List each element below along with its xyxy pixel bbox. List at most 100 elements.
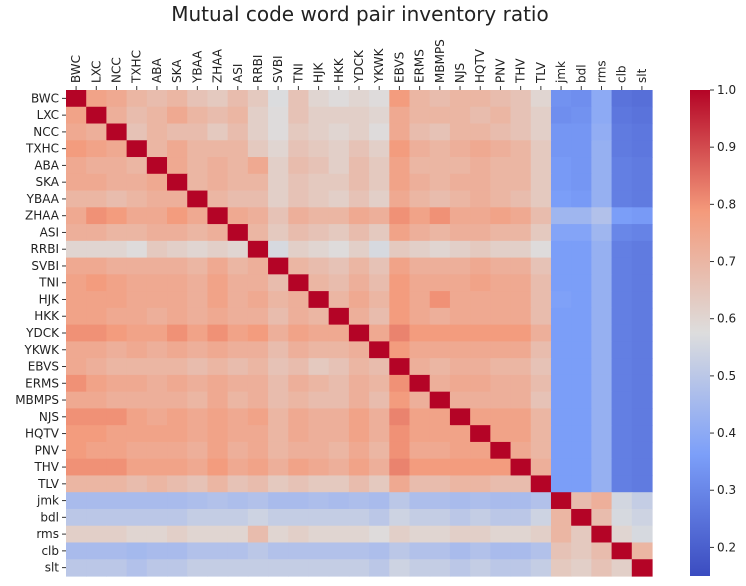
heatmap-cell	[490, 358, 512, 376]
heatmap-cell	[369, 140, 390, 158]
heatmap-cell	[207, 341, 229, 359]
heatmap-cell	[207, 408, 229, 426]
heatmap-cell	[187, 324, 209, 342]
heatmap-cell	[86, 458, 108, 477]
heatmap-cell	[288, 123, 310, 141]
heatmap-cell	[247, 140, 269, 158]
heatmap-cell	[308, 458, 330, 477]
heatmap-cell	[429, 274, 451, 292]
heatmap-cell	[167, 140, 188, 158]
heatmap-cell	[591, 257, 613, 275]
heatmap-cell	[611, 291, 633, 309]
heatmap-cell	[146, 123, 168, 141]
heatmap-cell	[328, 173, 350, 192]
heatmap-cell	[187, 106, 209, 125]
heatmap-cell	[167, 492, 188, 510]
heatmap-cell	[247, 341, 269, 359]
heatmap-cell	[268, 274, 289, 292]
heatmap-cell	[86, 257, 108, 275]
heatmap-cell	[167, 307, 188, 326]
heatmap-cell	[308, 240, 330, 259]
heatmap-cell	[328, 190, 350, 208]
heatmap-cell	[207, 525, 229, 544]
heatmap-cell	[146, 307, 168, 326]
heatmap-cell	[126, 90, 148, 108]
heatmap-cell	[328, 274, 350, 292]
heatmap-cell	[106, 90, 128, 108]
heatmap-cell	[308, 374, 330, 393]
heatmap-cell	[510, 358, 532, 376]
heatmap-cell	[409, 542, 431, 560]
heatmap-cell	[348, 475, 370, 493]
heatmap-cell	[490, 525, 512, 544]
heatmap-cell	[429, 207, 451, 225]
heatmap-cell	[126, 190, 148, 208]
heatmap-cell	[389, 525, 411, 544]
heatmap-cell	[591, 391, 613, 410]
heatmap-cell	[550, 90, 572, 108]
heatmap-cell	[187, 408, 209, 426]
heatmap-cell	[126, 441, 148, 460]
heatmap-cell	[146, 157, 168, 175]
heatmap-cell	[227, 324, 249, 342]
heatmap-cell	[571, 224, 592, 242]
heatmap-cell	[146, 257, 168, 275]
colorbar-tick-label: 0.8	[717, 197, 736, 211]
heatmap-cell	[550, 341, 572, 359]
heatmap-cell	[631, 458, 653, 477]
heatmap-cell	[106, 307, 128, 326]
heatmap-cell	[550, 408, 572, 426]
heatmap-cell	[429, 240, 451, 259]
heatmap-cell	[86, 374, 108, 393]
heatmap-cell	[490, 441, 512, 460]
heatmap-cell	[429, 157, 451, 175]
x-tick-label: MBMPS	[433, 39, 447, 83]
heatmap-cell	[571, 240, 592, 259]
heatmap-cell	[106, 274, 128, 292]
heatmap-cell	[146, 425, 168, 443]
heatmap-cell	[449, 425, 471, 443]
heatmap-cell	[106, 525, 128, 544]
heatmap-cell	[550, 140, 572, 158]
heatmap-cell	[369, 559, 390, 577]
heatmap-cell	[409, 207, 431, 225]
heatmap-cell	[571, 173, 592, 192]
heatmap-cell	[167, 274, 188, 292]
heatmap-cell	[510, 475, 532, 493]
heatmap-cell	[429, 425, 451, 443]
heatmap-cell	[328, 408, 350, 426]
heatmap-cell	[530, 90, 552, 108]
heatmap-cell	[611, 374, 633, 393]
heatmap-cell	[449, 123, 471, 141]
heatmap-cell	[409, 492, 431, 510]
heatmap-cell	[167, 408, 188, 426]
heatmap-cell	[631, 123, 653, 141]
heatmap-cell	[490, 224, 512, 242]
heatmap-cell	[409, 559, 431, 577]
x-tick-label: TNI	[291, 63, 305, 84]
heatmap-cell	[591, 291, 613, 309]
heatmap-cell	[227, 525, 249, 544]
heatmap-cell	[207, 441, 229, 460]
heatmap-cell	[611, 157, 633, 175]
heatmap-cell	[571, 425, 592, 443]
heatmap-cell	[611, 240, 633, 259]
y-tick-label: EBVS	[28, 360, 59, 374]
x-tick-label: YKWK	[372, 47, 386, 84]
heatmap-cell	[66, 475, 87, 493]
heatmap-cell	[288, 508, 310, 527]
heatmap-cell	[167, 224, 188, 242]
heatmap-cell	[288, 358, 310, 376]
heatmap-cell	[631, 559, 653, 577]
heatmap-cell	[308, 358, 330, 376]
heatmap-cell	[247, 408, 269, 426]
heatmap-cell	[247, 240, 269, 259]
heatmap-cell	[409, 140, 431, 158]
heatmap-cell	[490, 140, 512, 158]
colorbar-tick-label: 0.2	[717, 540, 736, 554]
heatmap-cell	[328, 257, 350, 275]
heatmap-cell	[348, 425, 370, 443]
heatmap-cell	[187, 240, 209, 259]
heatmap-cell	[449, 140, 471, 158]
heatmap-cell	[550, 425, 572, 443]
